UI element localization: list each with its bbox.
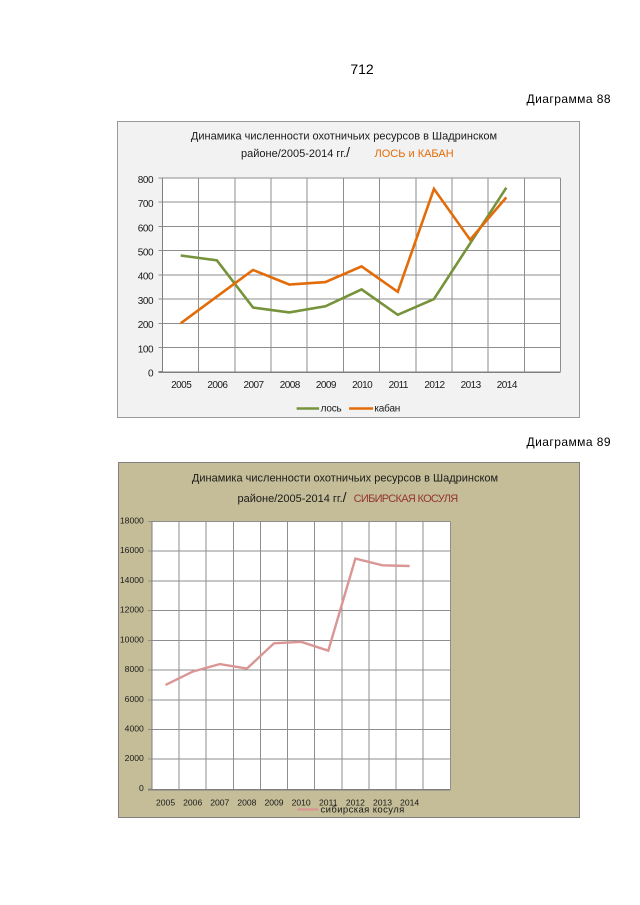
svg-text:2007: 2007 [210,797,229,807]
svg-text:2006: 2006 [183,797,202,807]
svg-text:2011: 2011 [319,797,338,807]
svg-text:2012: 2012 [424,380,445,391]
svg-text:2007: 2007 [244,380,265,391]
svg-text:18000: 18000 [120,515,144,525]
svg-text:районе/2005-2014 гг./ Л: районе/2005-2014 гг./ ЛОСЬ и КАБАН [241,144,454,160]
svg-text:700: 700 [138,199,154,210]
svg-text:0: 0 [139,783,144,793]
svg-text:14000: 14000 [120,575,144,585]
svg-text:2010: 2010 [352,380,373,391]
svg-text:6000: 6000 [125,694,144,704]
svg-text:400: 400 [138,272,154,283]
svg-text:2010: 2010 [292,797,311,807]
svg-text:2013: 2013 [373,797,392,807]
svg-text:районе/2005-2014 гг./ СИБИРС: районе/2005-2014 гг./ СИБИРСКАЯ КОСУЛЯ [238,489,459,505]
svg-text:600: 600 [138,223,154,234]
svg-text:500: 500 [138,247,154,258]
svg-text:10000: 10000 [120,634,144,644]
svg-text:2008: 2008 [280,380,301,391]
svg-text:2013: 2013 [461,380,482,391]
svg-text:кабан: кабан [374,403,400,415]
svg-text:800: 800 [138,175,154,186]
svg-text:2009: 2009 [316,380,337,391]
svg-text:100: 100 [138,344,154,355]
svg-text:2000: 2000 [125,753,144,763]
svg-text:12000: 12000 [120,605,144,615]
svg-text:сибирская косуля: сибирская косуля [321,805,405,816]
svg-text:2011: 2011 [389,380,409,391]
svg-text:200: 200 [138,320,154,331]
svg-text:2009: 2009 [264,797,283,807]
svg-text:2005: 2005 [156,797,175,807]
svg-text:Динамика численности охотничьи: Динамика численности охотничьих ресурсов… [192,472,498,484]
svg-text:Динамика численности охотничьи: Динамика численности охотничьих ресурсов… [191,131,497,143]
svg-text:4000: 4000 [125,724,144,734]
svg-text:16000: 16000 [120,545,144,555]
svg-text:2012: 2012 [346,797,365,807]
svg-text:8000: 8000 [125,664,144,674]
svg-text:0: 0 [148,369,154,380]
svg-text:2006: 2006 [207,380,228,391]
svg-text:300: 300 [138,296,154,307]
svg-text:лось: лось [321,404,342,415]
svg-text:2014: 2014 [400,797,419,807]
svg-text:2014: 2014 [497,380,518,391]
svg-text:2008: 2008 [237,797,256,807]
svg-text:2005: 2005 [171,380,192,391]
